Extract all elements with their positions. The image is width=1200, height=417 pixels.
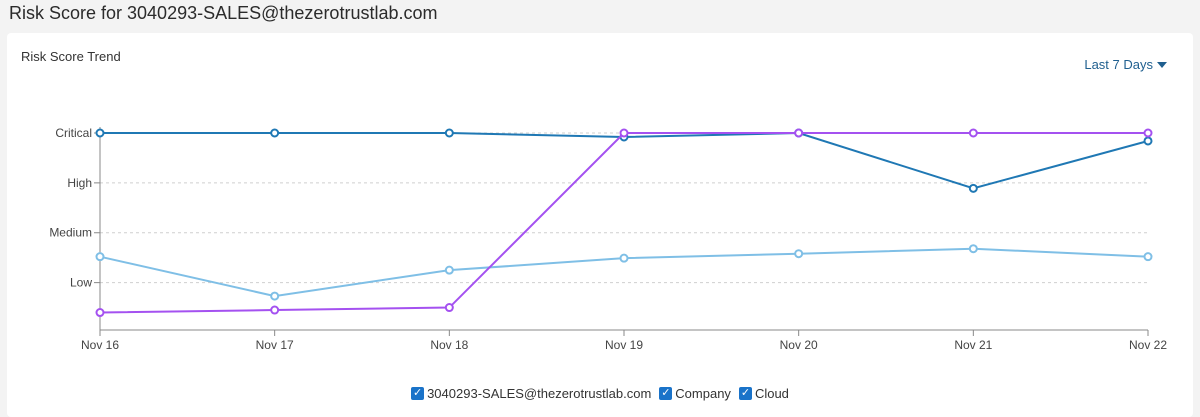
series-2-point-5	[968, 244, 978, 254]
series-2-point-1	[270, 291, 280, 301]
checkbox-checked-icon[interactable]: ✓	[738, 387, 752, 400]
series-line-0	[99, 132, 1148, 314]
series-0-point-2	[444, 303, 454, 313]
series-0-point-6	[1143, 128, 1153, 138]
series-0-point-1	[270, 305, 280, 315]
x-tick-label-2: Nov 18	[430, 338, 468, 352]
series-1-point-1	[270, 128, 280, 138]
series-2-point-4	[794, 249, 804, 259]
date-range-dropdown[interactable]: Last 7 Days	[1084, 57, 1167, 72]
x-tick-label-1: Nov 17	[256, 338, 294, 352]
series-0-point-0	[95, 308, 105, 318]
x-tick-label-3: Nov 19	[605, 338, 643, 352]
y-tick-label-1: Medium	[49, 226, 92, 240]
x-tick-label-4: Nov 20	[780, 338, 818, 352]
series-2-point-2	[444, 265, 454, 275]
legend-item-user[interactable]: ✓ 3040293-SALES@thezerotrustlab.com	[411, 386, 651, 401]
y-tick-label-2: High	[67, 176, 92, 190]
series-0-point-5	[968, 128, 978, 138]
x-tick-label-6: Nov 22	[1129, 338, 1167, 352]
legend-item-company[interactable]: ✓ Company	[659, 386, 731, 401]
y-tick-label-0: Low	[70, 276, 92, 290]
series-1-point-5	[968, 183, 978, 193]
risk-score-card: Risk Score Trend Last 7 Days	[7, 33, 1193, 417]
legend-label-cloud: Cloud	[754, 386, 789, 401]
x-tick-label-0: Nov 16	[81, 338, 119, 352]
legend-label-user: 3040293-SALES@thezerotrustlab.com	[427, 386, 652, 401]
series-1-point-0	[95, 128, 105, 138]
legend-label-company: Company	[675, 386, 731, 401]
series-2-point-6	[1143, 252, 1153, 262]
series-2-point-0	[95, 252, 105, 262]
checkbox-checked-icon[interactable]: ✓	[411, 387, 425, 400]
series-0-point-4	[794, 128, 804, 138]
page-title: Risk Score for 3040293-SALES@thezerotrus…	[9, 3, 438, 23]
series-0-point-3	[619, 128, 629, 138]
series-1-point-2	[444, 128, 454, 138]
checkbox-checked-icon[interactable]: ✓	[659, 387, 673, 400]
y-tick-label-3: Critical	[55, 126, 92, 140]
chart-title: Risk Score Trend	[21, 49, 121, 64]
x-tick-label-5: Nov 21	[954, 338, 992, 352]
legend-item-cloud[interactable]: ✓ Cloud	[738, 386, 789, 401]
date-range-label: Last 7 Days	[1084, 57, 1153, 72]
series-2-point-3	[619, 253, 629, 263]
caret-down-icon	[1157, 62, 1167, 68]
chart-legend: ✓ 3040293-SALES@thezerotrustlab.com ✓ Co…	[0, 386, 1200, 401]
series-1-point-6	[1143, 136, 1153, 146]
